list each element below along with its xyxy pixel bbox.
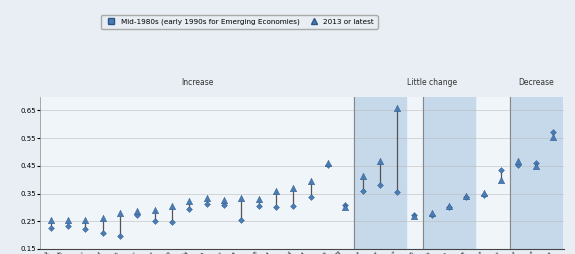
- Point: [254, 204, 263, 208]
- Point: [289, 204, 298, 208]
- Point: [427, 211, 436, 215]
- Point: [514, 159, 523, 163]
- Point: [340, 203, 350, 207]
- Point: [462, 194, 471, 198]
- Point: [116, 211, 125, 215]
- Point: [497, 178, 506, 182]
- Point: [237, 218, 246, 223]
- Point: [185, 199, 194, 203]
- Point: [133, 209, 142, 213]
- Point: [427, 213, 436, 217]
- Point: [271, 204, 281, 209]
- Bar: [510, 97, 562, 249]
- Point: [323, 161, 332, 165]
- Bar: [423, 97, 475, 249]
- Bar: [354, 97, 406, 249]
- Point: [271, 189, 281, 193]
- Point: [549, 135, 558, 139]
- Point: [375, 183, 385, 187]
- Point: [202, 202, 211, 206]
- Point: [63, 224, 72, 228]
- Point: [410, 214, 419, 218]
- Point: [237, 196, 246, 200]
- Text: Little change: Little change: [407, 78, 457, 87]
- Point: [497, 168, 506, 172]
- Point: [358, 189, 367, 193]
- Point: [167, 220, 177, 224]
- Legend: Mid-1980s (early 1990s for Emerging Economies), 2013 or latest: Mid-1980s (early 1990s for Emerging Econ…: [101, 15, 378, 29]
- Point: [254, 197, 263, 201]
- Point: [375, 158, 385, 163]
- Point: [116, 234, 125, 238]
- Point: [133, 213, 142, 217]
- Point: [185, 207, 194, 211]
- Point: [393, 106, 402, 110]
- Point: [358, 174, 367, 178]
- Point: [410, 213, 419, 217]
- Point: [393, 190, 402, 194]
- Point: [98, 216, 107, 220]
- Point: [46, 226, 55, 230]
- Point: [202, 196, 211, 200]
- Point: [150, 219, 159, 223]
- Point: [444, 204, 454, 208]
- Point: [340, 205, 350, 209]
- Text: Decrease: Decrease: [518, 78, 554, 87]
- Point: [289, 186, 298, 190]
- Point: [81, 218, 90, 223]
- Point: [81, 227, 90, 231]
- Point: [46, 218, 55, 222]
- Point: [306, 195, 315, 199]
- Point: [63, 217, 72, 221]
- Point: [514, 163, 523, 167]
- Point: [549, 130, 558, 134]
- Point: [219, 198, 228, 202]
- Point: [167, 204, 177, 208]
- Point: [479, 191, 488, 195]
- Point: [531, 164, 540, 168]
- Point: [323, 163, 332, 167]
- Point: [150, 208, 159, 212]
- Point: [531, 161, 540, 165]
- Point: [479, 193, 488, 197]
- Text: Increase: Increase: [182, 78, 214, 87]
- Point: [98, 231, 107, 235]
- Point: [462, 195, 471, 199]
- Point: [306, 179, 315, 183]
- Point: [219, 203, 228, 207]
- Point: [444, 205, 454, 209]
